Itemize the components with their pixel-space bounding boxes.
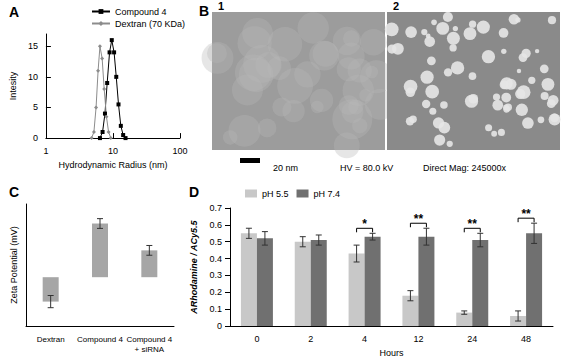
svg-text:100: 100 [172, 146, 187, 156]
svg-text:**: ** [414, 212, 424, 226]
svg-text:0: 0 [33, 133, 38, 143]
svg-text:Dextran: Dextran [37, 335, 65, 344]
svg-text:pH 7.4: pH 7.4 [314, 189, 341, 199]
svg-text:0.1: 0.1 [209, 304, 222, 314]
svg-text:4: 4 [362, 334, 367, 344]
svg-text:12: 12 [413, 334, 423, 344]
svg-text:*: * [362, 217, 367, 231]
svg-text:0: 0 [217, 321, 222, 331]
svg-text:Intesity: Intesity [8, 71, 18, 100]
svg-text:1: 1 [43, 146, 48, 156]
svg-text:5: 5 [33, 102, 38, 112]
svg-text:A: A [9, 4, 19, 20]
svg-text:Zeta Potential (mV): Zeta Potential (mV) [9, 226, 19, 304]
svg-text:C: C [9, 184, 19, 200]
svg-text:Dextran (70 KDa): Dextran (70 KDa) [115, 19, 185, 29]
svg-text:Compound 4: Compound 4 [126, 335, 172, 344]
svg-text:15: 15 [28, 41, 38, 51]
svg-text:B: B [199, 3, 209, 19]
svg-text:**: ** [468, 217, 478, 231]
svg-text:ARhodamine / ACy5.5: ARhodamine / ACy5.5 [189, 219, 199, 314]
svg-text:1: 1 [218, 0, 224, 12]
svg-text:0: 0 [254, 334, 259, 344]
svg-text:D: D [189, 184, 199, 200]
svg-text:2: 2 [308, 334, 313, 344]
svg-text:0.7: 0.7 [209, 203, 222, 213]
svg-text:**: ** [521, 207, 531, 221]
svg-text:Hydrodynamic Radius (nm): Hydrodynamic Radius (nm) [58, 160, 167, 170]
svg-text:24: 24 [467, 334, 477, 344]
svg-text:Hours: Hours [379, 348, 404, 358]
svg-text:0.2: 0.2 [209, 287, 222, 297]
svg-text:+ siRNA: + siRNA [135, 345, 165, 354]
svg-text:0.4: 0.4 [209, 254, 222, 264]
svg-text:Direct Mag: 245000x: Direct Mag: 245000x [423, 163, 507, 173]
svg-text:HV = 80.0 kV: HV = 80.0 kV [340, 163, 393, 173]
svg-text:2: 2 [393, 0, 399, 12]
svg-text:10: 10 [108, 146, 118, 156]
svg-text:0.6: 0.6 [209, 220, 222, 230]
svg-text:pH 5.5: pH 5.5 [262, 189, 289, 199]
svg-text:20 nm: 20 nm [273, 163, 298, 173]
svg-text:Compound 4: Compound 4 [115, 7, 167, 17]
svg-text:Compound 4: Compound 4 [77, 335, 123, 344]
svg-text:0.5: 0.5 [209, 237, 222, 247]
svg-text:48: 48 [521, 334, 531, 344]
svg-text:0.3: 0.3 [209, 270, 222, 280]
svg-text:10: 10 [28, 72, 38, 82]
